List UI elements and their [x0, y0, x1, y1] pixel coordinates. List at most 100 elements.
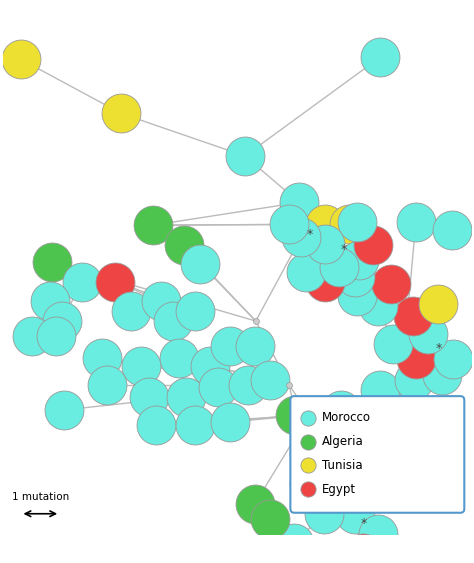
Point — [321, 220, 329, 229]
Point — [137, 361, 145, 370]
Point — [304, 461, 312, 470]
Point — [360, 549, 367, 558]
Point — [291, 539, 298, 548]
Text: Morocco: Morocco — [322, 412, 371, 425]
Point — [412, 218, 419, 227]
Point — [207, 361, 214, 370]
Point — [374, 529, 382, 538]
Point — [410, 376, 418, 385]
Text: Egypt: Egypt — [322, 482, 356, 495]
Point — [152, 421, 160, 430]
Point — [304, 413, 312, 422]
Point — [182, 392, 190, 401]
Point — [60, 405, 68, 414]
Point — [292, 410, 299, 419]
Point — [191, 421, 199, 430]
Point — [103, 381, 110, 390]
Point — [241, 151, 249, 160]
Point — [251, 499, 259, 508]
Point — [351, 510, 358, 519]
Point — [266, 554, 273, 563]
FancyBboxPatch shape — [291, 396, 465, 513]
Point — [337, 405, 345, 414]
Point — [78, 277, 86, 286]
Point — [320, 510, 328, 519]
Point — [197, 259, 204, 268]
Point — [374, 302, 382, 311]
Point — [251, 341, 259, 350]
Point — [52, 332, 60, 341]
Point — [338, 435, 346, 444]
Point — [98, 353, 105, 362]
Text: *: * — [360, 517, 366, 530]
Point — [266, 514, 273, 523]
Point — [157, 297, 164, 306]
Point — [449, 226, 456, 235]
Text: *: * — [307, 227, 313, 240]
Point — [175, 353, 182, 362]
Point — [353, 218, 360, 227]
Point — [412, 354, 419, 363]
Point — [214, 383, 222, 392]
Point — [286, 381, 293, 390]
Text: 1 mutation: 1 mutation — [12, 492, 69, 502]
Point — [345, 220, 353, 229]
Point — [305, 450, 313, 459]
Point — [298, 233, 305, 242]
Point — [128, 307, 135, 316]
Point — [46, 297, 54, 306]
Point — [394, 412, 402, 421]
Point — [376, 53, 384, 62]
Point — [424, 329, 431, 338]
Point — [48, 257, 56, 266]
Text: *: * — [340, 243, 346, 256]
Point — [374, 480, 382, 489]
Point — [191, 307, 199, 316]
Point — [387, 280, 395, 289]
Point — [305, 480, 313, 489]
Point — [145, 392, 153, 401]
Point — [370, 240, 377, 249]
Point — [149, 221, 157, 230]
Point — [337, 435, 345, 444]
Point — [28, 332, 36, 341]
Text: *: * — [291, 468, 297, 481]
Text: Algeria: Algeria — [322, 435, 364, 448]
Point — [321, 239, 329, 248]
Point — [286, 220, 293, 229]
Point — [58, 316, 66, 325]
Point — [112, 277, 119, 286]
Point — [353, 292, 360, 301]
Point — [304, 437, 312, 446]
Point — [266, 376, 273, 385]
Point — [351, 272, 358, 281]
Point — [355, 255, 362, 264]
Point — [17, 55, 24, 64]
Point — [434, 300, 441, 309]
Point — [450, 354, 457, 363]
Point — [252, 316, 260, 325]
Text: Tunisia: Tunisia — [322, 459, 363, 472]
Point — [365, 421, 372, 430]
Point — [376, 386, 384, 395]
Point — [337, 465, 345, 474]
Point — [226, 341, 234, 350]
Point — [118, 109, 125, 118]
Point — [305, 410, 313, 419]
Point — [438, 371, 446, 380]
Point — [302, 267, 310, 276]
Point — [304, 485, 312, 494]
Point — [169, 316, 176, 325]
Point — [321, 277, 329, 286]
Point — [409, 311, 417, 320]
Point — [389, 339, 397, 348]
Point — [357, 475, 365, 484]
Text: *: * — [435, 342, 442, 355]
Point — [244, 381, 252, 390]
Point — [305, 425, 313, 434]
Point — [180, 240, 187, 249]
Point — [226, 417, 234, 426]
Point — [387, 465, 395, 474]
Point — [295, 198, 303, 207]
Point — [335, 262, 343, 271]
